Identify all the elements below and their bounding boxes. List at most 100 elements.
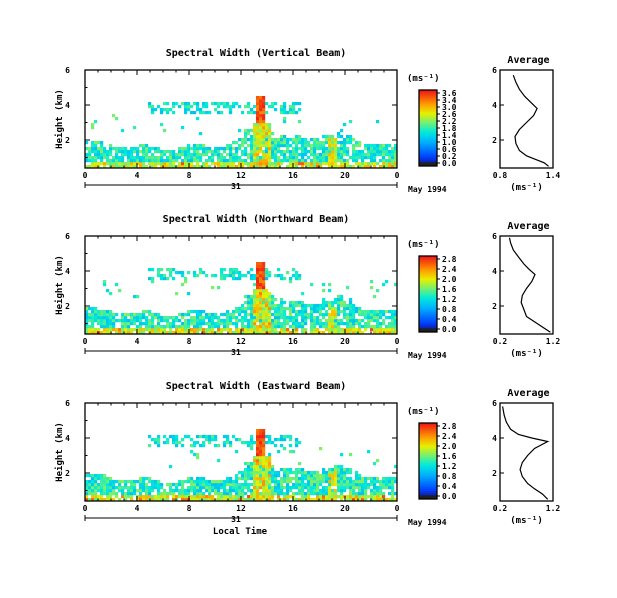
heatmap-cell (283, 322, 287, 326)
heatmap-cell (241, 325, 245, 329)
colorbar-segment (419, 479, 437, 482)
heatmap-cell (253, 277, 257, 281)
heatmap-cell (355, 477, 359, 481)
heatmap-cell (337, 325, 341, 329)
heatmap-cell (394, 162, 398, 166)
heatmap-cell (181, 498, 185, 502)
heatmap-cell (193, 480, 197, 484)
heatmap-cell (259, 102, 263, 106)
heatmap-cell (253, 331, 257, 335)
heatmap-cell (253, 129, 257, 133)
heatmap-cell (103, 480, 107, 484)
heatmap-cell (157, 498, 161, 502)
heatmap-cell (229, 480, 233, 484)
heatmap-cell (283, 138, 287, 142)
heatmap-cell (334, 301, 338, 305)
colorbar-segment (419, 292, 437, 295)
heatmap-cell (382, 322, 386, 326)
heatmap-cell (199, 156, 203, 160)
heatmap-cell (235, 147, 239, 151)
heatmap-cell (331, 165, 335, 169)
heatmap-cell (97, 153, 101, 157)
heatmap-cell (130, 480, 134, 484)
colorbar-segment (419, 469, 437, 472)
heatmap-cell (232, 495, 236, 499)
heatmap-cell (325, 156, 329, 160)
heatmap-cell (220, 331, 224, 335)
heatmap-cell (322, 147, 326, 151)
heatmap-cell (253, 138, 257, 142)
heatmap-cell (274, 489, 278, 493)
heatmap-cell (190, 156, 194, 160)
heatmap-cell (103, 489, 107, 493)
heatmap-cell (322, 489, 326, 493)
heatmap-cell (244, 313, 248, 317)
heatmap-cell (109, 144, 113, 148)
heatmap-cell (175, 292, 179, 296)
heatmap-cell (169, 159, 173, 163)
heatmap-cell (376, 310, 380, 314)
heatmap-cell (172, 162, 176, 166)
heatmap-cell (265, 310, 269, 314)
heatmap-cell (337, 474, 341, 478)
heatmap-cell (163, 165, 167, 169)
heatmap-cell (256, 147, 260, 151)
heatmap-cell (160, 331, 164, 335)
heatmap-cell (295, 483, 299, 487)
heatmap-cell (343, 123, 347, 127)
heatmap-cell (301, 474, 305, 478)
heatmap-cell (379, 325, 383, 329)
colorbar-segment (419, 485, 437, 488)
heatmap-cell (205, 435, 209, 439)
colorbar-segment (419, 433, 437, 436)
heatmap-cell (178, 328, 182, 332)
heatmap-cell (265, 301, 269, 305)
colorbar-segment (419, 262, 437, 265)
heatmap-cell (202, 316, 206, 320)
heatmap-cell (277, 486, 281, 490)
heatmap-cell (217, 319, 221, 323)
heatmap-cell (94, 313, 98, 317)
heatmap-cell (355, 498, 359, 502)
heatmap-cell (106, 477, 110, 481)
heatmap-cell (163, 319, 167, 323)
heatmap-cell (253, 283, 257, 287)
heatmap-cell (262, 316, 266, 320)
heatmap-cell (352, 325, 356, 329)
heatmap-cell (238, 331, 242, 335)
heatmap-cell (178, 495, 182, 499)
average-title: Average (507, 221, 549, 232)
heatmap-cell (100, 477, 104, 481)
heatmap-cell (340, 489, 344, 493)
heatmap-cell (121, 313, 125, 317)
heatmap-cell (157, 319, 161, 323)
heatmap-cell (328, 150, 332, 154)
heatmap-cell (118, 165, 122, 169)
heatmap-cell (214, 498, 218, 502)
heatmap-cell (373, 480, 377, 484)
heatmap-cell (268, 465, 272, 469)
heatmap-cell (130, 147, 134, 151)
heatmap-cell (376, 325, 380, 329)
heatmap-cell (298, 310, 302, 314)
heatmap-cell (268, 331, 272, 335)
heatmap-cell (145, 316, 149, 320)
heatmap-cell (106, 328, 110, 332)
heatmap-cell (394, 322, 398, 326)
heatmap-cell (253, 159, 257, 163)
heatmap-cell (229, 111, 233, 115)
heatmap-cell (253, 292, 257, 296)
heatmap-cell (316, 492, 320, 496)
heatmap-cell (208, 438, 212, 442)
heatmap-cell (205, 489, 209, 493)
heatmap-cell (352, 483, 356, 487)
heatmap-cell (280, 492, 284, 496)
colorbar-segment (419, 100, 437, 103)
colorbar-segment (419, 154, 437, 157)
heatmap-cell (283, 277, 287, 281)
heatmap-cell (214, 150, 218, 154)
heatmap-cell (250, 307, 254, 311)
heatmap-cell (259, 132, 263, 136)
heatmap-cell (262, 165, 266, 169)
heatmap-cell (259, 486, 263, 490)
